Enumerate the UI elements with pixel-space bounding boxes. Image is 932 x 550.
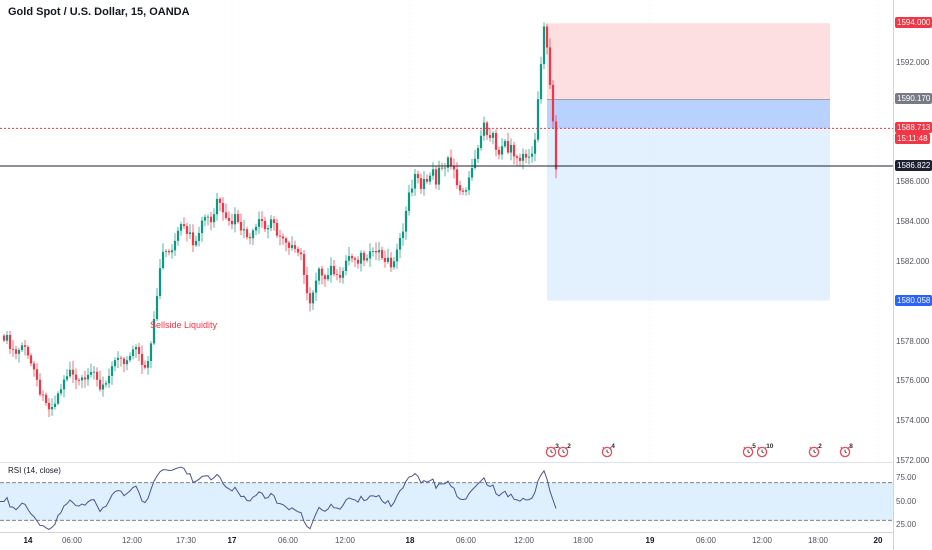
svg-text:3: 3 bbox=[555, 443, 559, 450]
chart-panes: Sellside Liquidity 3 2 4 5 10 2 8 Gold Spot / U… bbox=[0, 0, 893, 550]
symbol-title[interactable]: Gold Spot / U.S. Dollar, 15, OANDA bbox=[8, 6, 190, 18]
price-axis[interactable]: 1592.0001586.0001584.0001582.0001580.000… bbox=[893, 0, 932, 550]
short-position-tool[interactable] bbox=[547, 23, 830, 301]
time-label: 06:00 bbox=[695, 536, 717, 545]
time-label: 14 bbox=[23, 536, 33, 545]
price-tick: 1584.000 bbox=[896, 217, 930, 227]
price-badge: 15:11:48 bbox=[895, 133, 930, 145]
price-tick: 1592.000 bbox=[896, 58, 930, 67]
price-badge: 1588.713 bbox=[895, 122, 932, 134]
entry-zone[interactable] bbox=[547, 99, 830, 129]
alarm-clock-marker[interactable]: 8 bbox=[839, 443, 853, 458]
alarm-clock-marker[interactable]: 10 bbox=[756, 443, 774, 458]
svg-text:2: 2 bbox=[818, 443, 822, 450]
rsi-tick: 75.00 bbox=[896, 473, 917, 482]
price-tick: 1572.000 bbox=[896, 456, 930, 465]
price-badge: 1586.822 bbox=[895, 160, 932, 172]
time-label: 18:00 bbox=[807, 536, 829, 545]
stop-loss-zone[interactable] bbox=[547, 23, 830, 100]
rsi-band bbox=[0, 482, 893, 521]
price-tick: 1586.000 bbox=[896, 177, 930, 187]
time-label: 12:00 bbox=[121, 536, 143, 545]
alarm-clock-marker[interactable]: 3 bbox=[545, 443, 559, 458]
main-chart-pane[interactable]: Sellside Liquidity 3 2 4 5 10 2 8 Gold Spot / U… bbox=[0, 0, 893, 462]
rsi-tick: 25.00 bbox=[896, 520, 917, 529]
price-badge: 1590.170 bbox=[895, 93, 932, 105]
time-label: 06:00 bbox=[61, 536, 83, 545]
rsi-canvas[interactable] bbox=[0, 463, 893, 532]
price-badge: 1580.058 bbox=[895, 294, 932, 306]
main-chart-canvas[interactable]: Sellside Liquidity 3 2 4 5 10 2 8 bbox=[0, 0, 893, 462]
price-tick: 1576.000 bbox=[896, 376, 930, 386]
candlestick-series bbox=[2, 22, 558, 417]
time-label: 20 bbox=[873, 536, 883, 545]
take-profit-zone[interactable] bbox=[547, 99, 830, 301]
rsi-tick: 50.00 bbox=[896, 496, 917, 506]
time-label: 17:30 bbox=[175, 536, 197, 545]
alarm-clock-marker[interactable]: 5 bbox=[742, 443, 756, 458]
time-label: 19 bbox=[645, 536, 655, 545]
price-tick: 1574.000 bbox=[896, 416, 930, 426]
time-label: 06:00 bbox=[277, 536, 299, 545]
svg-text:2: 2 bbox=[567, 443, 571, 450]
price-badge: 1594.000 bbox=[895, 17, 932, 29]
time-label: 18:00 bbox=[572, 536, 594, 545]
svg-text:5: 5 bbox=[752, 443, 756, 450]
rsi-pane[interactable]: RSI (14, close) bbox=[0, 462, 893, 532]
time-axis[interactable]: 14 06:00 12:00 17:30 17 06:00 12:00 18 06:00 12:0… bbox=[0, 532, 893, 550]
svg-text:4: 4 bbox=[611, 443, 615, 450]
time-label: 17 bbox=[227, 536, 237, 545]
alarm-clock-marker[interactable]: 2 bbox=[808, 443, 822, 458]
price-tick: 1578.000 bbox=[896, 336, 930, 346]
alarm-clock-marker[interactable]: 4 bbox=[601, 443, 615, 458]
time-label: 12:00 bbox=[334, 536, 356, 545]
rsi-indicator-title[interactable]: RSI (14, close) bbox=[8, 466, 61, 475]
price-tick: 1582.000 bbox=[896, 257, 930, 266]
svg-text:8: 8 bbox=[849, 443, 853, 450]
alarm-clock-marker[interactable]: 2 bbox=[557, 443, 571, 458]
sellside-liquidity-label[interactable]: Sellside Liquidity bbox=[150, 320, 218, 330]
time-label: 18 bbox=[405, 536, 415, 545]
time-label: 12:00 bbox=[513, 536, 535, 545]
time-label: 12:00 bbox=[751, 536, 773, 545]
rsi-line bbox=[0, 466, 557, 530]
time-label: 06:00 bbox=[455, 536, 477, 545]
svg-text:10: 10 bbox=[766, 443, 774, 450]
